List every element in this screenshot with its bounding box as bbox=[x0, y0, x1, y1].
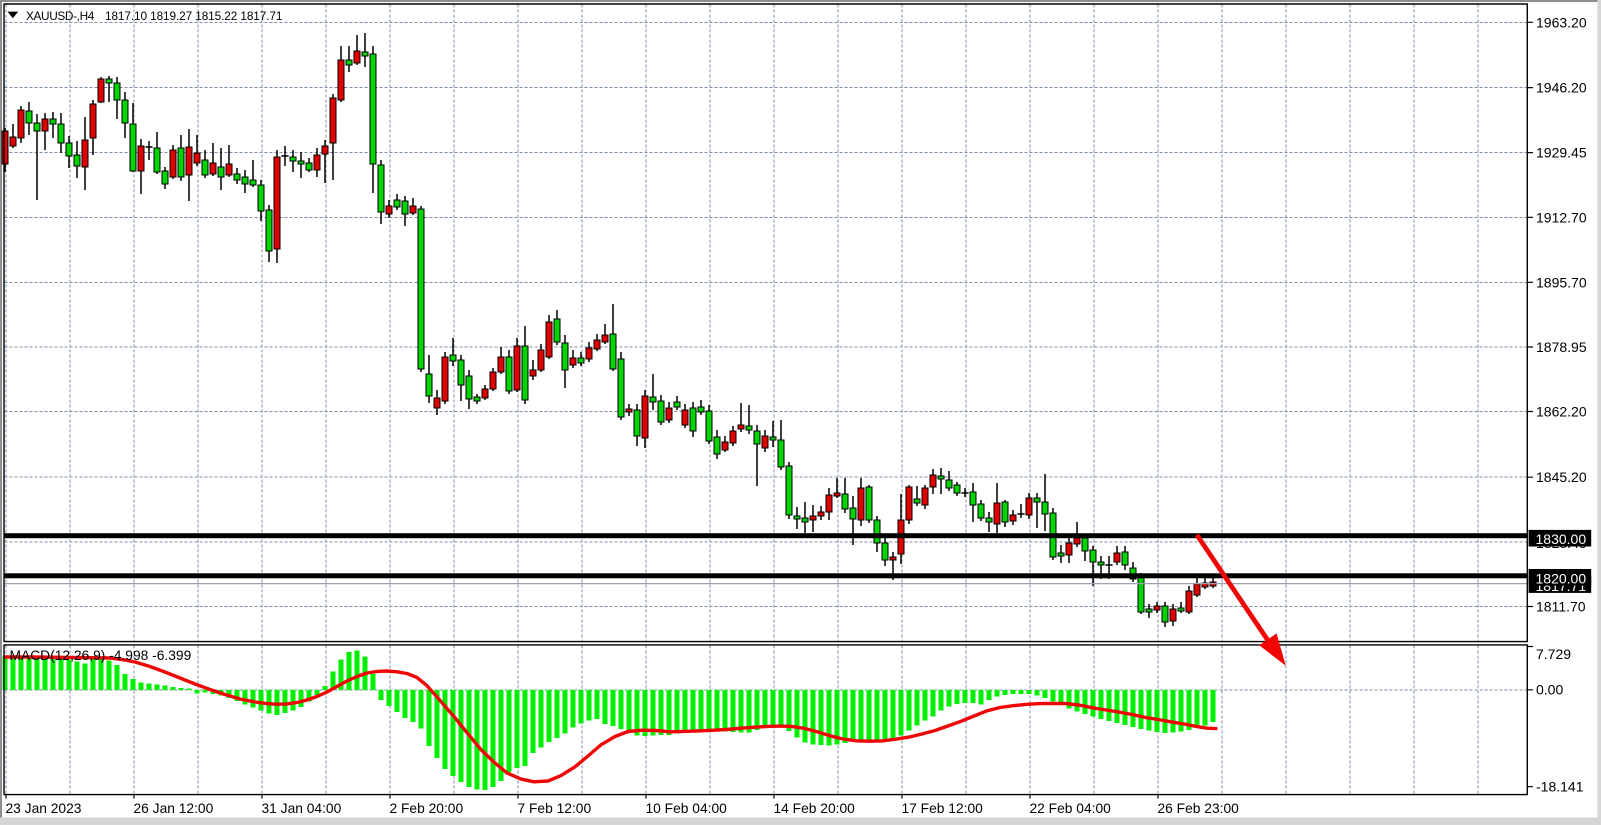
svg-text:MACD(12,26,9) -4.998 -6.399: MACD(12,26,9) -4.998 -6.399 bbox=[10, 648, 192, 663]
svg-text:XAUUSD-,H4: XAUUSD-,H4 bbox=[26, 9, 95, 23]
svg-text:0.00: 0.00 bbox=[1536, 682, 1563, 698]
svg-text:22 Feb 04:00: 22 Feb 04:00 bbox=[1030, 801, 1112, 816]
svg-text:1946.20: 1946.20 bbox=[1536, 80, 1587, 96]
svg-text:7.729: 7.729 bbox=[1536, 646, 1571, 662]
svg-text:2 Feb 20:00: 2 Feb 20:00 bbox=[390, 801, 464, 816]
svg-text:1862.20: 1862.20 bbox=[1536, 404, 1587, 420]
svg-text:26 Feb 23:00: 26 Feb 23:00 bbox=[1158, 801, 1240, 816]
svg-text:1912.70: 1912.70 bbox=[1536, 209, 1587, 225]
svg-text:1929.45: 1929.45 bbox=[1536, 145, 1587, 161]
svg-text:1963.20: 1963.20 bbox=[1536, 14, 1587, 30]
svg-text:1820.00: 1820.00 bbox=[1536, 570, 1587, 586]
svg-text:7 Feb 12:00: 7 Feb 12:00 bbox=[518, 801, 592, 816]
svg-text:26 Jan 12:00: 26 Jan 12:00 bbox=[134, 801, 214, 816]
svg-text:1845.20: 1845.20 bbox=[1536, 469, 1587, 485]
svg-text:31 Jan 04:00: 31 Jan 04:00 bbox=[262, 801, 342, 816]
svg-text:1817.10 1819.27 1815.22 1817.7: 1817.10 1819.27 1815.22 1817.71 bbox=[105, 9, 282, 23]
svg-text:1811.70: 1811.70 bbox=[1536, 599, 1586, 615]
svg-text:23 Jan 2023: 23 Jan 2023 bbox=[6, 801, 82, 816]
svg-text:10 Feb 04:00: 10 Feb 04:00 bbox=[646, 801, 728, 816]
svg-text:1830.00: 1830.00 bbox=[1536, 531, 1587, 547]
svg-text:-18.141: -18.141 bbox=[1536, 778, 1584, 794]
svg-text:14 Feb 20:00: 14 Feb 20:00 bbox=[774, 801, 856, 816]
svg-text:1878.95: 1878.95 bbox=[1536, 339, 1587, 355]
svg-text:17 Feb 12:00: 17 Feb 12:00 bbox=[902, 801, 984, 816]
svg-text:1895.70: 1895.70 bbox=[1536, 274, 1587, 290]
